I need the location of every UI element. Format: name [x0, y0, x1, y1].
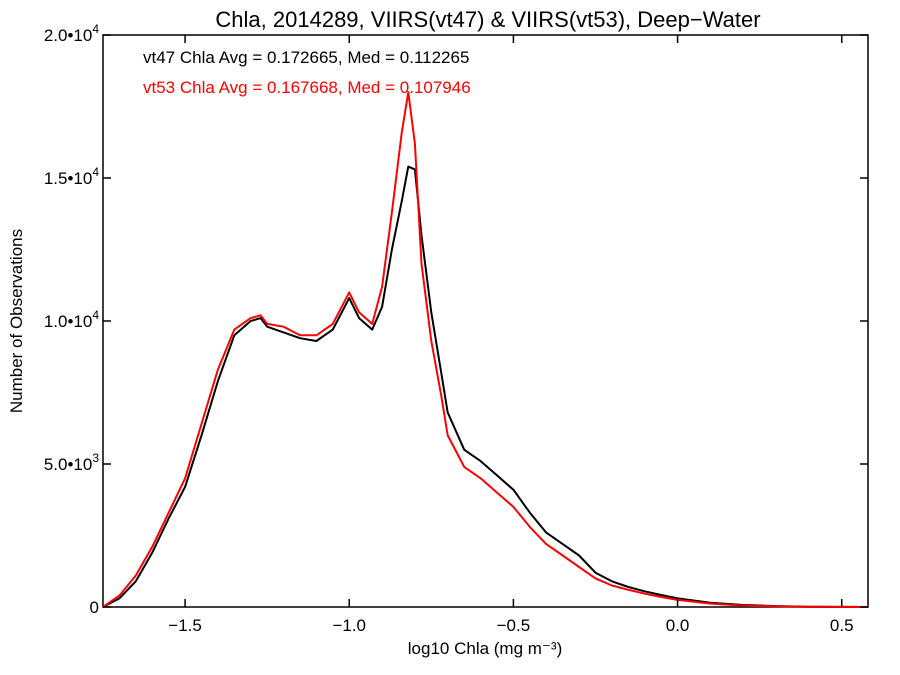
annotation-vt47: vt47 Chla Avg = 0.172665, Med = 0.112265 [143, 48, 469, 67]
x-axis-label: log10 Chla (mg m⁻³) [408, 639, 562, 658]
series-layer [102, 91, 869, 608]
series-line-1 [102, 165, 869, 608]
y-tick-label: 1.5•104 [44, 165, 100, 188]
y-tick-label: 5.0•103 [44, 451, 100, 474]
series-line-2 [102, 91, 869, 608]
y-tick-label: 1.0•104 [44, 308, 100, 331]
ticks-layer: −1.5 −1.0 −0.5 0.0 0.5 0 5.0•103 1.0•104 1.5•104… [44, 22, 868, 635]
plot-frame [102, 34, 869, 608]
x-tick-label: −1.0 [332, 616, 366, 635]
x-tick-label: 0.5 [830, 616, 854, 635]
x-tick-label: −0.5 [497, 616, 531, 635]
y-tick-label: 0 [90, 598, 99, 617]
x-tick-label: −1.5 [168, 616, 202, 635]
annotation-vt53: vt53 Chla Avg = 0.167668, Med = 0.107946 [143, 78, 471, 97]
x-tick-label: 0.0 [666, 616, 690, 635]
chart-title: Chla, 2014289, VIIRS(vt47) & VIIRS(vt53)… [215, 7, 760, 32]
y-axis-label: Number of Observations [7, 229, 26, 413]
y-tick-label: 2.0•104 [44, 22, 100, 45]
